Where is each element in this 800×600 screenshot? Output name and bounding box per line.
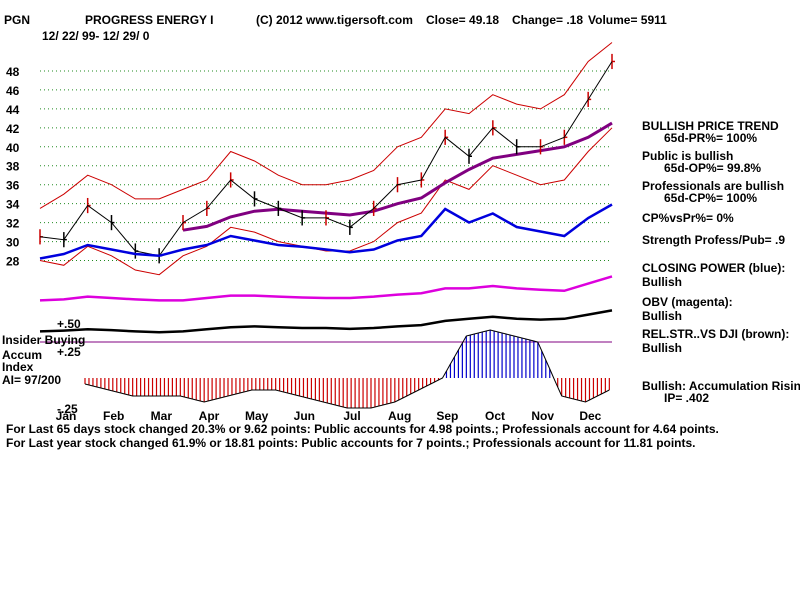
obv-line (39, 275, 613, 302)
upper-band-line (39, 42, 613, 209)
month-tick-jan: Jan (56, 409, 77, 423)
ai-value: AI= 97/200 (2, 373, 61, 387)
month-tick-aug: Aug (388, 409, 411, 423)
indicator-lines (39, 203, 613, 343)
closing-power-title: CLOSING POWER (blue): (642, 261, 785, 275)
y-tick-28: 28 (6, 255, 20, 269)
moving-average-line (182, 121, 613, 232)
accumulation-index-histogram (84, 329, 610, 409)
closing-power-value: Bullish (642, 275, 682, 289)
cp-vs-pr: CP%vsPr%= 0% (642, 211, 734, 225)
public-value: 65d-OP%= 99.8% (664, 161, 761, 175)
y-tick-36: 36 (6, 179, 20, 193)
price-bars (39, 53, 615, 264)
pros-value: 65d-CP%= 100% (664, 191, 757, 205)
month-tick-dec: Dec (579, 409, 601, 423)
insider-buying-label: Insider Buying (2, 333, 85, 347)
month-tick-mar: Mar (151, 409, 173, 423)
price-trend-title: BULLISH PRICE TREND (642, 119, 779, 133)
relstr-value: Bullish (642, 341, 682, 355)
relative-strength-line (39, 309, 613, 334)
accum-level-minus25: -.25 (57, 402, 78, 416)
strength-ratio: Strength Profess/Pub= .9 (642, 233, 785, 247)
y-tick-30: 30 (6, 236, 20, 250)
relstr-title: REL.STR..VS DJI (brown): (642, 327, 789, 341)
close-value: Close= 49.18 (426, 13, 499, 27)
accum-level-plus25: +.25 (57, 345, 81, 359)
footer-line-65-days: For Last 65 days stock changed 20.3% or … (6, 422, 719, 436)
public-title: Public is bullish (642, 149, 733, 163)
copyright: (C) 2012 www.tigersoft.com (256, 13, 413, 27)
y-tick-38: 38 (6, 160, 20, 174)
month-tick-oct: Oct (485, 409, 505, 423)
change-value: Change= .18 (512, 13, 583, 27)
price-gridlines (40, 70, 612, 262)
month-tick-apr: Apr (199, 409, 220, 423)
y-tick-44: 44 (6, 103, 20, 117)
accum-ip: IP= .402 (664, 391, 709, 405)
y-tick-46: 46 (6, 84, 20, 98)
month-tick-sep: Sep (436, 409, 458, 423)
accum-level-plus50: +.50 (57, 317, 81, 331)
lower-band-line (39, 127, 613, 276)
y-tick-40: 40 (6, 141, 20, 155)
month-tick-may: May (245, 409, 269, 423)
month-tick-feb: Feb (103, 409, 124, 423)
month-tick-jun: Jun (294, 409, 315, 423)
obv-title: OBV (magenta): (642, 295, 733, 309)
accum-label: Accum (2, 348, 42, 362)
company-name: PROGRESS ENERGY I (85, 13, 213, 27)
index-label: Index (2, 360, 34, 374)
y-tick-48: 48 (6, 65, 20, 79)
volume-value: Volume= 5911 (588, 13, 667, 27)
pros-title: Professionals are bullish (642, 179, 784, 193)
price-trend-value: 65d-PR%= 100% (664, 131, 757, 145)
ticker: PGN (4, 13, 30, 27)
price-axis: 28 30 32 34 36 38 40 42 44 46 48 (6, 65, 20, 269)
closing-power-line (39, 203, 613, 260)
month-axis: Jan Feb Mar Apr May Jun Jul Aug Sep Oct Nov Dec (56, 409, 602, 423)
accum-title: Bullish: Accumulation Rising (642, 379, 800, 393)
y-tick-42: 42 (6, 122, 20, 136)
obv-value: Bullish (642, 309, 682, 323)
footer-line-year: For Last year stock changed 61.9% or 18.… (6, 436, 696, 450)
close-line (39, 61, 613, 257)
accum-index-line (84, 329, 610, 409)
date-range: 12/ 22/ 99- 12/ 29/ 0 (42, 29, 150, 43)
month-tick-nov: Nov (531, 409, 554, 423)
y-tick-32: 32 (6, 217, 20, 231)
y-tick-34: 34 (6, 198, 20, 212)
month-tick-jul: Jul (343, 409, 360, 423)
